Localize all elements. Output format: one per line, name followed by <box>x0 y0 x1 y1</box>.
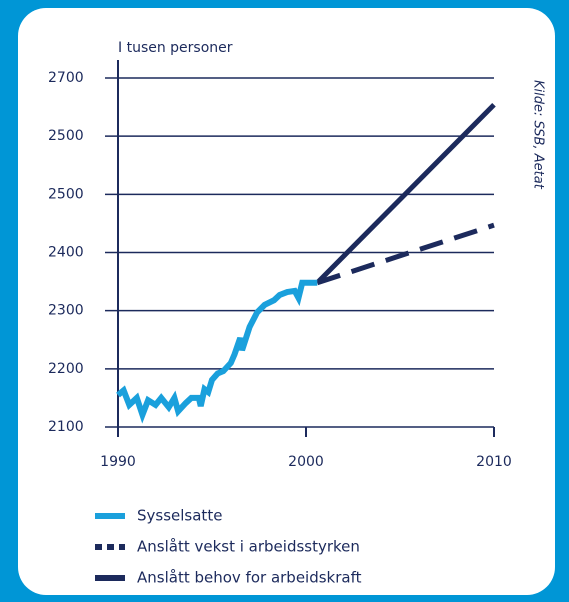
x-tick-label: 2010 <box>476 454 512 470</box>
y-tick-label: 2700 <box>48 70 84 86</box>
source: Kilde: SSB, Aetat <box>531 80 546 190</box>
legend-label: Anslått vekst i arbeidsstyrken <box>137 538 360 556</box>
x-tick-label: 1990 <box>100 454 136 470</box>
y-tick-label: 2100 <box>48 419 84 435</box>
y-tick-label: 2500 <box>48 186 84 202</box>
legend-label: Anslått behov for arbeidskraft <box>137 569 362 587</box>
series-line <box>315 102 496 285</box>
y-tick-label: 2200 <box>48 361 84 377</box>
series-line <box>116 279 318 424</box>
chart-title: I tusen personer <box>118 40 233 56</box>
y-tick-label: 2400 <box>48 245 84 261</box>
series-line <box>316 222 495 286</box>
panel <box>18 8 555 595</box>
y-tick-label: 2500 <box>48 128 84 144</box>
y-tick-label: 2300 <box>48 303 84 319</box>
x-tick-label: 2000 <box>288 454 324 470</box>
legend-label: Sysselsatte <box>137 507 222 525</box>
